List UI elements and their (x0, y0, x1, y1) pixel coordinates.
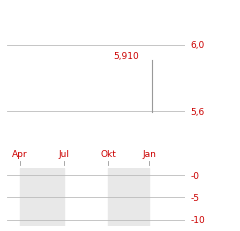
Text: Apr: Apr (12, 149, 27, 158)
Text: 5,6: 5,6 (190, 107, 204, 116)
Text: -0: -0 (190, 171, 199, 180)
Text: Jul: Jul (59, 149, 70, 158)
Text: 6,0: 6,0 (190, 41, 204, 50)
Text: -10: -10 (190, 215, 205, 224)
Bar (20, 169, 64, 226)
Bar (108, 169, 149, 226)
Text: Jan: Jan (142, 149, 156, 158)
Text: 5,910: 5,910 (114, 52, 139, 60)
Text: Okt: Okt (101, 149, 116, 158)
Text: -5: -5 (190, 193, 199, 202)
